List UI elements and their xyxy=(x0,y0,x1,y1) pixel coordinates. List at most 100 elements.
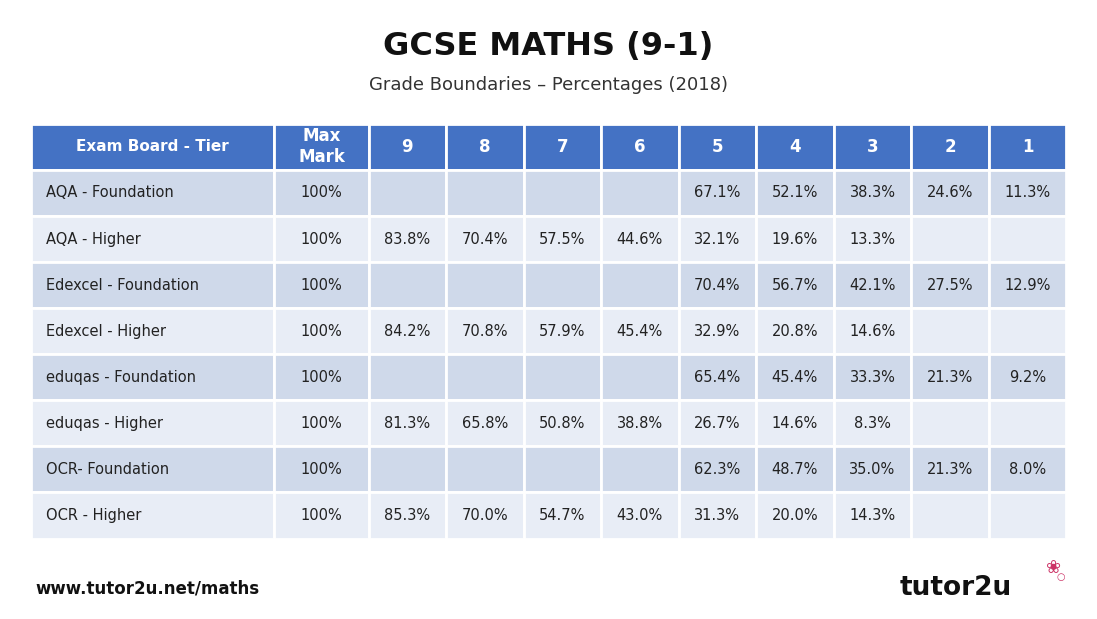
Text: Max
Mark: Max Mark xyxy=(298,128,344,167)
FancyBboxPatch shape xyxy=(523,124,601,170)
FancyBboxPatch shape xyxy=(679,354,756,400)
FancyBboxPatch shape xyxy=(31,308,274,354)
Text: Exam Board - Tier: Exam Board - Tier xyxy=(76,139,229,154)
Text: 43.0%: 43.0% xyxy=(617,508,663,523)
Text: 5: 5 xyxy=(712,138,723,156)
Text: 100%: 100% xyxy=(301,462,342,477)
Text: 6: 6 xyxy=(634,138,646,156)
Text: www.tutor2u.net/maths: www.tutor2u.net/maths xyxy=(35,579,259,597)
FancyBboxPatch shape xyxy=(31,354,274,400)
Text: 50.8%: 50.8% xyxy=(539,416,586,431)
Text: 35.0%: 35.0% xyxy=(849,462,895,477)
Text: 3: 3 xyxy=(867,138,879,156)
Text: 83.8%: 83.8% xyxy=(384,232,430,246)
Text: 100%: 100% xyxy=(301,416,342,431)
Text: Grade Boundaries – Percentages (2018): Grade Boundaries – Percentages (2018) xyxy=(369,76,728,95)
Text: 62.3%: 62.3% xyxy=(694,462,740,477)
FancyBboxPatch shape xyxy=(679,262,756,308)
Text: 57.5%: 57.5% xyxy=(539,232,586,246)
Text: 14.6%: 14.6% xyxy=(772,416,818,431)
Text: 12.9%: 12.9% xyxy=(1005,277,1051,293)
Text: eduqas - Foundation: eduqas - Foundation xyxy=(46,370,196,385)
Text: 21.3%: 21.3% xyxy=(927,462,973,477)
FancyBboxPatch shape xyxy=(446,354,523,400)
FancyBboxPatch shape xyxy=(369,493,446,539)
Text: ❀: ❀ xyxy=(1045,559,1061,578)
Text: 70.4%: 70.4% xyxy=(462,232,508,246)
Text: 45.4%: 45.4% xyxy=(617,324,663,339)
Text: 14.6%: 14.6% xyxy=(849,324,895,339)
FancyBboxPatch shape xyxy=(834,216,912,262)
FancyBboxPatch shape xyxy=(369,216,446,262)
FancyBboxPatch shape xyxy=(988,170,1066,216)
FancyBboxPatch shape xyxy=(446,216,523,262)
Text: 65.4%: 65.4% xyxy=(694,370,740,385)
FancyBboxPatch shape xyxy=(601,262,679,308)
FancyBboxPatch shape xyxy=(756,493,834,539)
Text: 52.1%: 52.1% xyxy=(772,186,818,201)
Text: 100%: 100% xyxy=(301,508,342,523)
Text: OCR- Foundation: OCR- Foundation xyxy=(46,462,169,477)
Text: 21.3%: 21.3% xyxy=(927,370,973,385)
FancyBboxPatch shape xyxy=(523,354,601,400)
Text: 9.2%: 9.2% xyxy=(1009,370,1047,385)
Text: 70.4%: 70.4% xyxy=(694,277,740,293)
Text: 7: 7 xyxy=(556,138,568,156)
Text: tutor2u: tutor2u xyxy=(900,575,1011,601)
FancyBboxPatch shape xyxy=(446,446,523,493)
Text: 8: 8 xyxy=(479,138,490,156)
FancyBboxPatch shape xyxy=(446,493,523,539)
FancyBboxPatch shape xyxy=(601,124,679,170)
FancyBboxPatch shape xyxy=(988,262,1066,308)
FancyBboxPatch shape xyxy=(31,493,274,539)
Text: 19.6%: 19.6% xyxy=(772,232,818,246)
FancyBboxPatch shape xyxy=(679,170,756,216)
FancyBboxPatch shape xyxy=(988,124,1066,170)
FancyBboxPatch shape xyxy=(274,493,369,539)
Text: 100%: 100% xyxy=(301,186,342,201)
FancyBboxPatch shape xyxy=(31,262,274,308)
Text: 31.3%: 31.3% xyxy=(694,508,740,523)
FancyBboxPatch shape xyxy=(274,124,369,170)
Text: 45.4%: 45.4% xyxy=(772,370,818,385)
FancyBboxPatch shape xyxy=(523,216,601,262)
Text: 4: 4 xyxy=(789,138,801,156)
FancyBboxPatch shape xyxy=(679,308,756,354)
FancyBboxPatch shape xyxy=(31,216,274,262)
Text: 24.6%: 24.6% xyxy=(927,186,973,201)
FancyBboxPatch shape xyxy=(369,308,446,354)
FancyBboxPatch shape xyxy=(274,308,369,354)
FancyBboxPatch shape xyxy=(274,170,369,216)
Text: 85.3%: 85.3% xyxy=(384,508,430,523)
FancyBboxPatch shape xyxy=(369,124,446,170)
FancyBboxPatch shape xyxy=(834,493,912,539)
FancyBboxPatch shape xyxy=(446,308,523,354)
FancyBboxPatch shape xyxy=(601,216,679,262)
FancyBboxPatch shape xyxy=(834,446,912,493)
FancyBboxPatch shape xyxy=(31,446,274,493)
Text: Edexcel - Foundation: Edexcel - Foundation xyxy=(46,277,199,293)
FancyBboxPatch shape xyxy=(679,400,756,446)
Text: OCR - Higher: OCR - Higher xyxy=(46,508,142,523)
FancyBboxPatch shape xyxy=(912,446,988,493)
FancyBboxPatch shape xyxy=(523,308,601,354)
Text: 100%: 100% xyxy=(301,324,342,339)
FancyBboxPatch shape xyxy=(912,400,988,446)
FancyBboxPatch shape xyxy=(369,354,446,400)
Text: 33.3%: 33.3% xyxy=(849,370,895,385)
FancyBboxPatch shape xyxy=(679,493,756,539)
Text: 8.0%: 8.0% xyxy=(1009,462,1047,477)
FancyBboxPatch shape xyxy=(756,308,834,354)
FancyBboxPatch shape xyxy=(31,400,274,446)
FancyBboxPatch shape xyxy=(601,400,679,446)
Text: AQA - Foundation: AQA - Foundation xyxy=(46,186,173,201)
Text: 2: 2 xyxy=(945,138,955,156)
FancyBboxPatch shape xyxy=(601,170,679,216)
FancyBboxPatch shape xyxy=(679,446,756,493)
Text: 13.3%: 13.3% xyxy=(849,232,895,246)
FancyBboxPatch shape xyxy=(31,124,274,170)
FancyBboxPatch shape xyxy=(523,446,601,493)
FancyBboxPatch shape xyxy=(274,354,369,400)
FancyBboxPatch shape xyxy=(446,170,523,216)
Text: 20.0%: 20.0% xyxy=(771,508,818,523)
